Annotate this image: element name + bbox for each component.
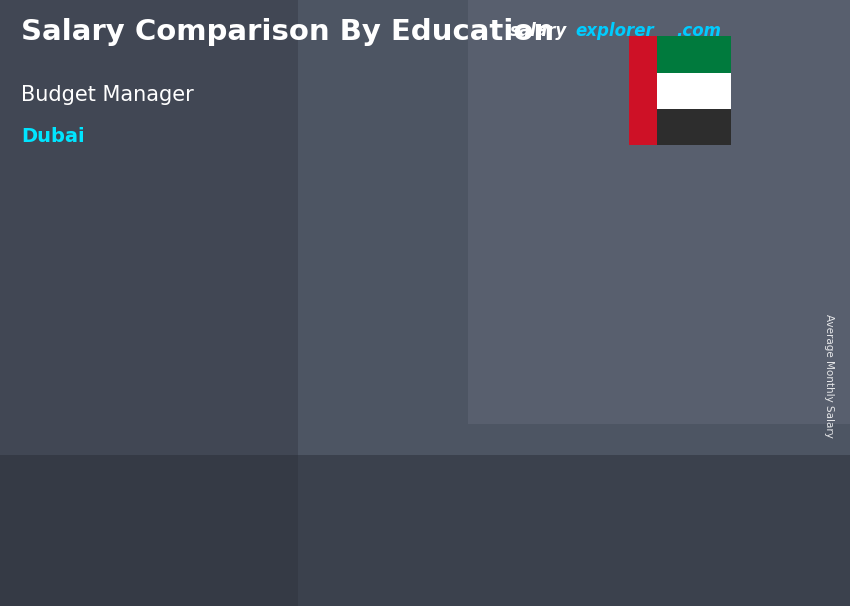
Text: salary: salary [510,22,567,41]
Text: .com: .com [676,22,721,41]
Polygon shape [344,335,454,340]
Polygon shape [575,253,668,503]
Polygon shape [205,376,223,503]
Bar [468,0,850,424]
Bar [0,0,298,606]
Polygon shape [668,247,686,503]
Text: Certificate or
Diploma: Certificate or Diploma [120,534,216,567]
Text: 35,600 AED: 35,600 AED [583,230,677,244]
Polygon shape [344,340,437,503]
Bar [629,73,731,109]
Polygon shape [437,335,454,503]
Polygon shape [575,247,686,253]
Text: explorer: explorer [575,22,654,41]
Bar [629,36,731,73]
Polygon shape [112,381,205,503]
Text: Average Monthly Salary: Average Monthly Salary [824,314,834,438]
Text: Bachelor's
Degree: Bachelor's Degree [361,534,437,567]
Bar [0,454,850,606]
Polygon shape [112,376,223,381]
Bar [629,109,731,145]
Text: +34%: +34% [204,308,280,332]
Text: Budget Manager: Budget Manager [21,85,194,105]
Text: +53%: +53% [482,221,558,245]
Text: Salary Comparison By Education: Salary Comparison By Education [21,18,554,46]
Text: Master's
Degree: Master's Degree [600,534,661,567]
Text: Dubai: Dubai [21,127,85,146]
Text: 23,200 AED: 23,200 AED [326,316,420,331]
Bar [629,36,657,145]
Text: 17,300 AED: 17,300 AED [49,359,144,375]
